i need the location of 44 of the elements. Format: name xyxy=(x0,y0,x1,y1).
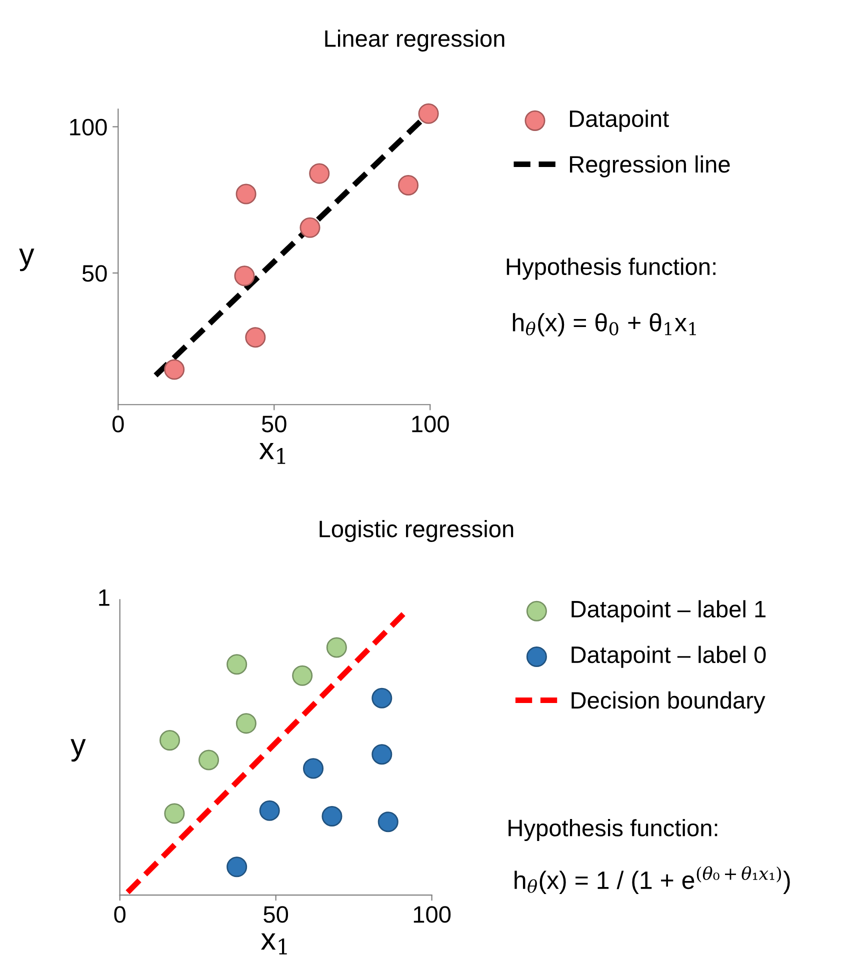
legend-label: Datapoint – label 0 xyxy=(572,646,766,668)
point xyxy=(164,359,185,380)
point xyxy=(302,758,324,779)
text: 1 xyxy=(99,589,110,606)
point xyxy=(372,688,392,708)
y-axis-title: y xyxy=(70,739,86,762)
y-axis-title: y xyxy=(19,248,34,272)
point xyxy=(234,266,255,286)
point xyxy=(236,713,256,734)
x-tick-label: 100 xyxy=(412,416,449,432)
point xyxy=(159,730,180,751)
legend-label: Datapoint xyxy=(570,110,669,132)
point xyxy=(164,803,185,824)
x-tick-label: 50 xyxy=(262,416,286,432)
point xyxy=(372,744,392,765)
text: Hypothesis function: xyxy=(506,258,716,280)
legend-label: Decision boundary xyxy=(572,691,766,714)
point xyxy=(259,800,280,821)
text: h$_{θ}$(x) = 1 / (1 + e$^{(θ₀+θ₁x₁)}$) xyxy=(514,866,790,894)
point xyxy=(226,654,248,675)
x-tick-label: 0 xyxy=(112,416,124,432)
point xyxy=(322,806,342,827)
chart-title: Logistic regression xyxy=(320,520,514,542)
legend-label: Datapoint – label 1 xyxy=(572,600,766,622)
point xyxy=(226,856,248,878)
text: h$_{θ}$(x) = θ$_{0}$ + θ$_{1}$x$_{1}$ xyxy=(512,313,696,336)
point xyxy=(378,812,398,832)
point xyxy=(292,665,313,686)
x-axis-title: x$_{1}$ xyxy=(259,443,286,464)
point xyxy=(326,637,347,658)
legend-label: Regression line xyxy=(570,155,730,178)
point xyxy=(309,163,330,184)
point xyxy=(300,217,320,238)
x-axis-title: x$_{1}$ xyxy=(261,933,287,954)
point xyxy=(198,750,220,770)
point xyxy=(418,103,439,124)
x-tick-label: 100 xyxy=(414,906,451,923)
text: Hypothesis function: xyxy=(508,819,718,842)
point xyxy=(398,174,419,196)
chart-title: Linear regression xyxy=(325,30,504,52)
point xyxy=(236,184,256,204)
x-tick-label: 50 xyxy=(264,906,288,923)
x-tick-label: 0 xyxy=(114,906,126,923)
point xyxy=(245,327,266,348)
